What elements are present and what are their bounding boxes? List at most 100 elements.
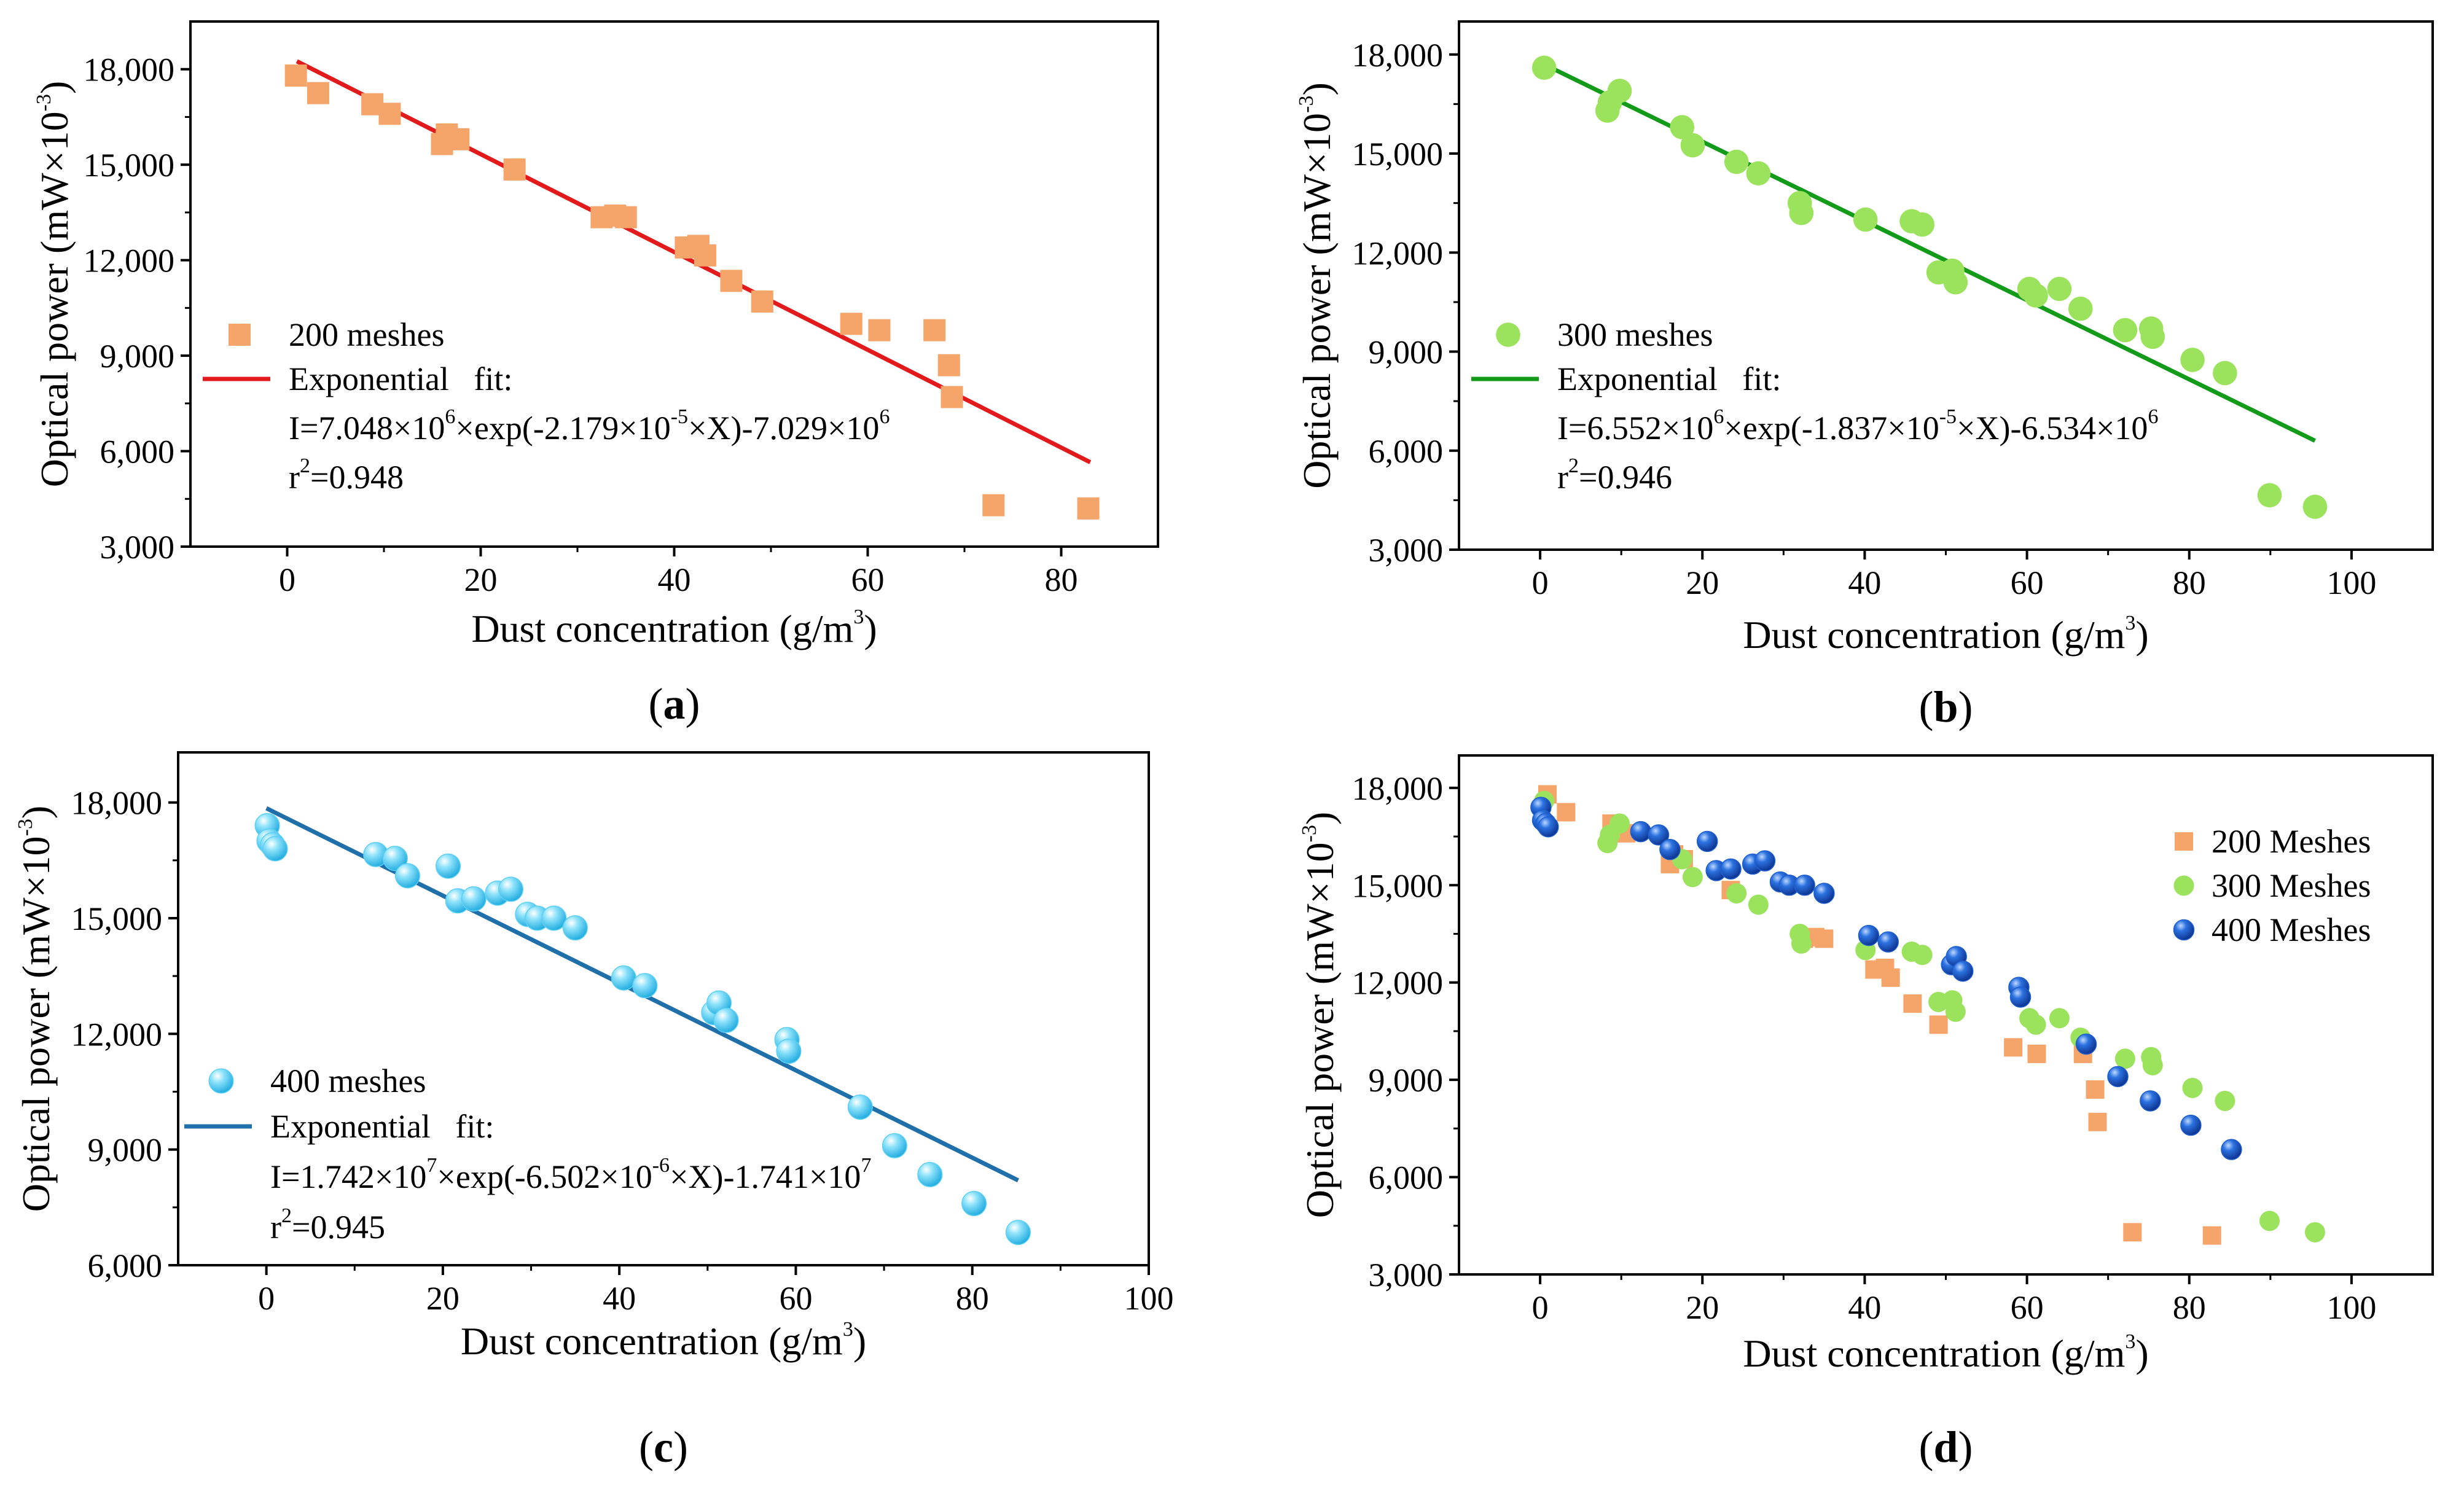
y-tick-label: 12,000: [1352, 235, 1444, 271]
data-point: [1858, 924, 1880, 946]
y-axis-title-end: ): [14, 806, 58, 819]
fit-equation: I=6.552×106×exp(-1.837×10-5×X)-6.534×106: [1557, 405, 2158, 447]
data-point: [498, 876, 524, 902]
fit-r-squared: r2=0.945: [270, 1204, 385, 1246]
data-point: [2257, 483, 2282, 508]
y-tick-label: 9,000: [1369, 1062, 1444, 1099]
data-point: [461, 886, 487, 912]
data-point: [229, 324, 251, 346]
data-point: [1791, 933, 1812, 954]
data-point: [1648, 824, 1670, 846]
fit-line: [295, 59, 1092, 464]
data-point: [2302, 494, 2328, 519]
x-axis-title-text: Dust concentration (g/m: [471, 607, 853, 650]
x-tick-label: 100: [2326, 1289, 2376, 1326]
data-point: [614, 206, 637, 228]
data-point: [1746, 161, 1771, 186]
data-point: [840, 313, 862, 335]
data-point: [1877, 931, 1899, 953]
y-axis-title: Optical power (mW×10-3): [1298, 812, 1342, 1219]
x-tick-label: 60: [2011, 1289, 2044, 1326]
superscript: 6: [445, 405, 455, 428]
y-axis-title-text: Optical power (mW×10: [14, 836, 58, 1212]
y-axis-title-sup: -3: [33, 94, 55, 111]
data-point: [982, 494, 1005, 517]
panel-a: 0 20 40 60 80 3,000 6,000 9,000 12,000 15,000 18,0…: [33, 20, 1159, 728]
data-point: [776, 1039, 802, 1064]
data-point: [941, 386, 963, 408]
y-axis-title-end: ): [1298, 812, 1342, 825]
superscript: 6: [1713, 405, 1724, 428]
y-tick-label: 6,000: [100, 434, 175, 470]
data-point: [2140, 1090, 2161, 1112]
y-tick-label: 18,000: [71, 785, 163, 822]
y-tick-label: 18,000: [1352, 770, 1444, 807]
panel-label-open: (: [639, 1422, 654, 1472]
x-axis-title-text: Dust concentration (g/m: [461, 1319, 843, 1363]
data-point: [720, 270, 743, 292]
y-tick-label: 18,000: [84, 52, 175, 88]
series-2: [1534, 790, 2325, 1242]
y-axis-title-end: ): [33, 81, 76, 94]
data-point: [1557, 803, 1576, 822]
y-tick-label: 3,000: [1369, 1257, 1444, 1293]
data-point: [2202, 1226, 2221, 1245]
legend-label: 400 meshes: [270, 1063, 426, 1099]
data-point: [1813, 883, 1835, 904]
data-point: [1607, 79, 1632, 103]
data-point: [435, 853, 461, 879]
x-tick-label: 80: [956, 1280, 989, 1317]
superscript: -5: [1939, 405, 1957, 428]
x-tick-label: 40: [658, 561, 691, 598]
data-point: [541, 905, 567, 931]
data-point: [378, 103, 401, 125]
data-point: [2213, 361, 2237, 386]
panel-label: (c): [639, 1422, 688, 1472]
superscript: 7: [861, 1154, 871, 1177]
data-point: [1005, 1220, 1031, 1246]
data-point: [1748, 894, 1769, 915]
y-axis-title-sup: -3: [1295, 96, 1318, 113]
x-axis-title-sup: 3: [853, 606, 864, 628]
legend-label: 400 Meshes: [2212, 911, 2371, 948]
x-tick-label: 40: [603, 1280, 636, 1317]
x-axis-title-text: Dust concentration (g/m: [1743, 1332, 2125, 1375]
y-tick-label: 3,000: [100, 529, 175, 566]
data-point: [382, 846, 408, 872]
x-tick-label: 100: [2326, 564, 2376, 601]
data-point: [2086, 1080, 2105, 1099]
legend-fit-label: Exponential fit:: [270, 1108, 494, 1145]
legend: 200 Meshes 300 Meshes 400 Meshes: [2173, 823, 2371, 948]
series-1: [284, 64, 1100, 520]
y-tick-label: 3,000: [1369, 532, 1444, 569]
data-point: [2304, 1222, 2325, 1242]
data-point: [694, 244, 716, 267]
x-tick-label: 0: [279, 561, 295, 598]
data-point: [1670, 115, 1695, 139]
data-point: [2047, 276, 2072, 302]
panel-label: (a): [649, 679, 700, 728]
data-point: [2173, 919, 2195, 941]
x-tick-label: 0: [258, 1280, 275, 1317]
x-tick-label: 0: [1532, 1289, 1549, 1326]
data-point: [2114, 1048, 2135, 1069]
data-point: [632, 973, 658, 999]
data-point: [2075, 1033, 2097, 1055]
y-tick-label: 18,000: [1352, 37, 1444, 74]
text-run: ×exp(-1.837×10: [1724, 410, 1939, 447]
panel-label: (d): [1918, 1422, 1973, 1472]
data-point: [307, 82, 329, 104]
panel-d: 0 20 40 60 80 100 3,000 6,000 9,000 12,000 15,000 1…: [1298, 754, 2434, 1472]
data-point: [923, 319, 946, 341]
text-run: ×X)-1.741×10: [670, 1158, 861, 1195]
data-point: [961, 1190, 987, 1217]
x-tick-label: 20: [1686, 564, 1719, 601]
data-point: [713, 1007, 739, 1033]
superscript: 6: [879, 405, 890, 428]
data-point: [2142, 1055, 2163, 1075]
panel-label-close: ): [686, 679, 700, 728]
data-point: [1680, 133, 1705, 158]
legend-fit-label: Exponential fit:: [289, 361, 512, 397]
data-point: [394, 863, 421, 889]
